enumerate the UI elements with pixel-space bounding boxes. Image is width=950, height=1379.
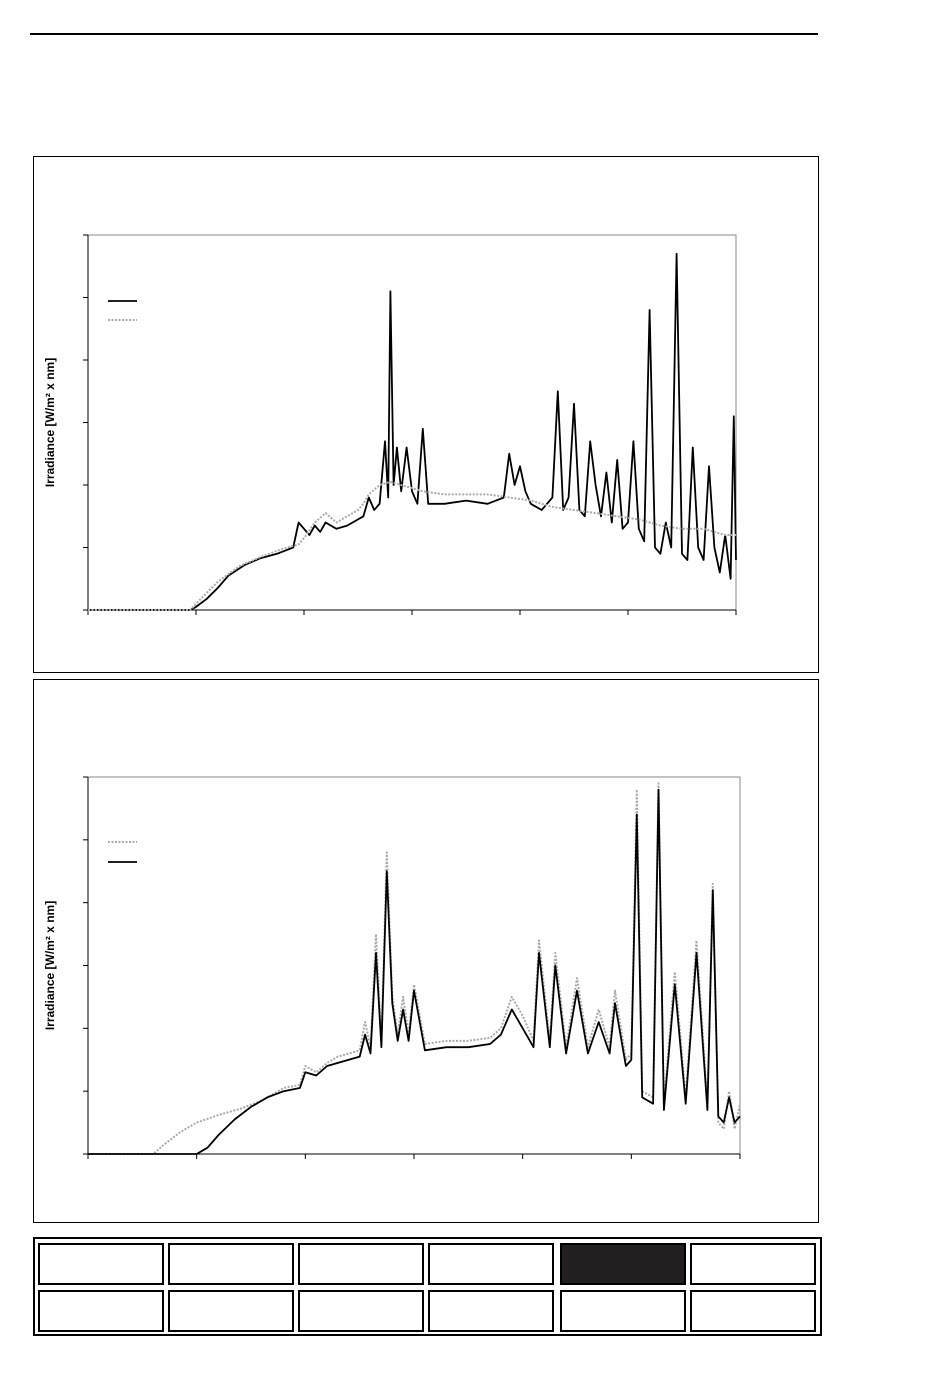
nav-cell-r2-c6[interactable] — [690, 1290, 816, 1332]
header-rule — [30, 33, 818, 35]
nav-cell-r2-c3[interactable] — [298, 1290, 424, 1332]
nav-cell-r1-c4[interactable] — [428, 1243, 554, 1285]
nav-cell-r1-c2[interactable] — [168, 1243, 294, 1285]
series-line-1 — [88, 252, 737, 611]
nav-cell-r1-c6[interactable] — [690, 1243, 816, 1285]
y-axis-label: Irradiance [W/m² x nm] — [43, 901, 57, 1030]
nav-cell-r2-c5[interactable] — [560, 1290, 686, 1332]
irradiance-chart-1: Irradiance [W/m² x nm] — [43, 234, 737, 615]
navigation-grid — [33, 1237, 822, 1336]
series-line-2 — [88, 480, 736, 611]
nav-cell-r1-c1[interactable] — [38, 1243, 164, 1285]
nav-cell-r1-c5-active[interactable] — [560, 1243, 686, 1285]
nav-cell-r2-c2[interactable] — [168, 1290, 294, 1332]
plot-area — [87, 234, 737, 611]
nav-cell-r2-c1[interactable] — [38, 1290, 164, 1332]
series-line-2 — [88, 788, 741, 1155]
chart-panel-1: Irradiance [W/m² x nm] — [33, 156, 819, 673]
irradiance-chart-2: Irradiance [W/m² x nm] — [43, 776, 741, 1159]
y-axis-label: Irradiance [W/m² x nm] — [43, 358, 57, 487]
chart-panel-2: Irradiance [W/m² x nm] — [33, 679, 819, 1223]
nav-cell-r1-c3[interactable] — [298, 1243, 424, 1285]
nav-cell-r2-c4[interactable] — [428, 1290, 554, 1332]
